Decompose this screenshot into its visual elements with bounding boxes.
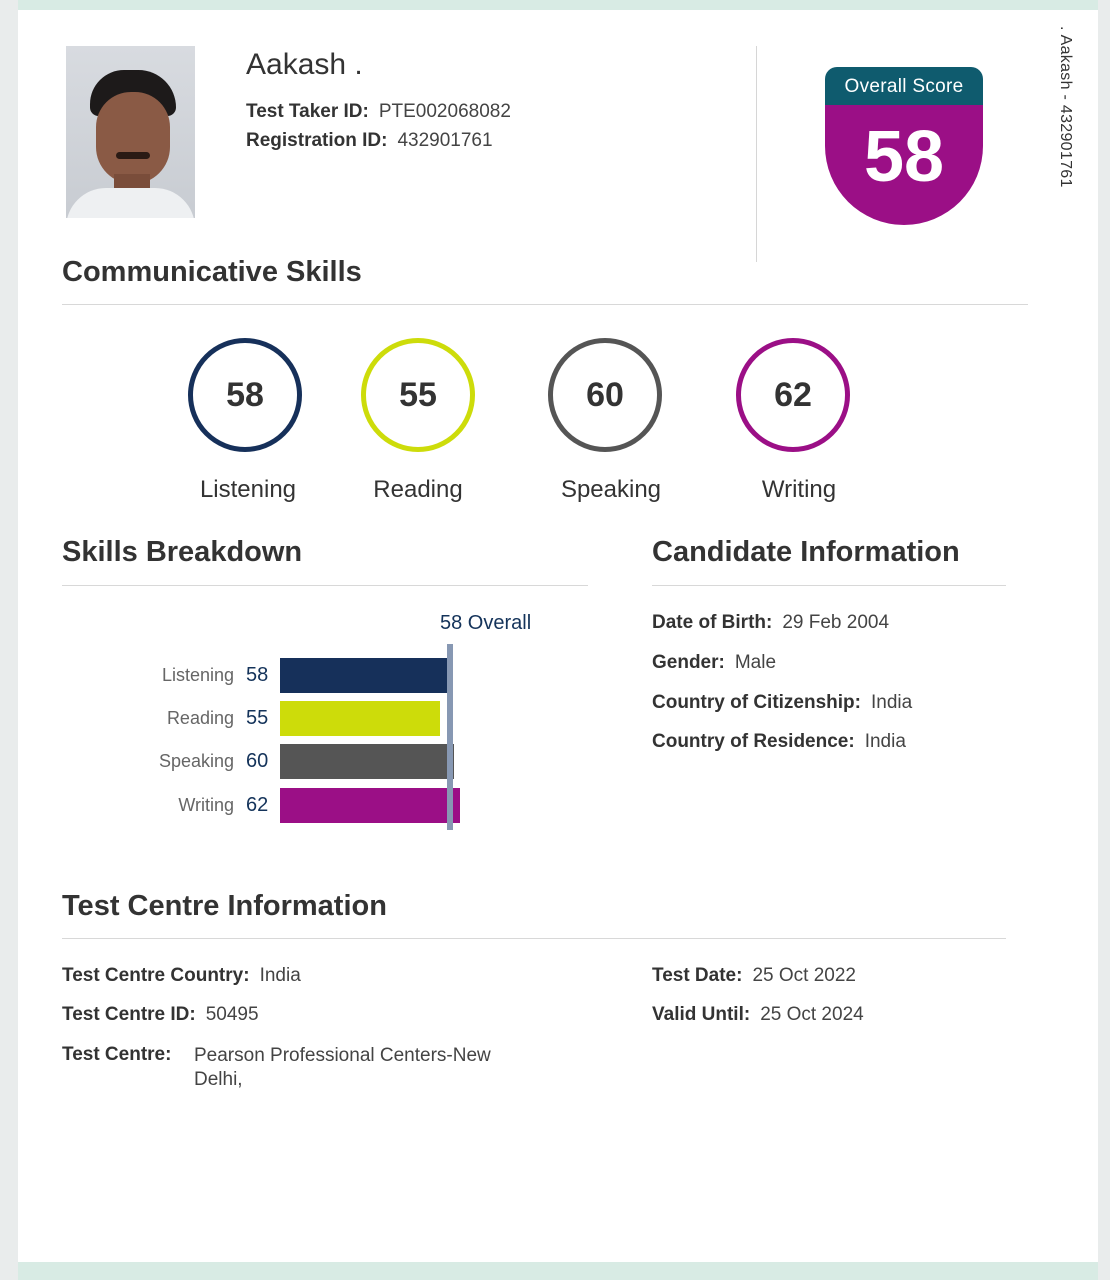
valid-until-row: Valid Until: 25 Oct 2024 xyxy=(652,1004,864,1026)
listening-bar-value: 58 xyxy=(246,664,269,686)
registration-id-value: 432901761 xyxy=(397,130,493,151)
candidate-info-divider xyxy=(652,585,1006,586)
bottom-band xyxy=(18,1262,1098,1280)
skills-breakdown-title: Skills Breakdown xyxy=(62,536,303,568)
overall-reference-line xyxy=(447,644,453,830)
reading-label: Reading xyxy=(373,476,463,503)
candidate-photo xyxy=(66,46,195,218)
test-date-label: Test Date: xyxy=(652,965,743,986)
test-centre-value: Pearson Professional Centers-New Delhi, xyxy=(194,1044,491,1092)
side-identifier: . Aakash - 432901761 xyxy=(1057,26,1074,188)
test-centre-country-label: Test Centre Country: xyxy=(62,965,250,986)
speaking-bar xyxy=(280,744,454,779)
top-band xyxy=(18,0,1098,10)
candidate-name: Aakash . xyxy=(246,48,363,81)
test-centre-label: Test Centre: xyxy=(62,1044,172,1065)
test-date-value: 25 Oct 2022 xyxy=(752,965,856,986)
candidate-info-title: Candidate Information xyxy=(652,536,960,568)
reading-bar-label: Reading xyxy=(166,708,234,728)
communicative-divider xyxy=(62,304,1028,305)
writing-bar xyxy=(280,788,460,823)
overall-score-value: 58 xyxy=(825,105,983,225)
test-centre-id-row: Test Centre ID: 50495 xyxy=(62,1004,259,1026)
test-centre-country-row: Test Centre Country: India xyxy=(62,965,301,987)
listening-bar-label: Listening xyxy=(161,665,234,685)
communicative-skills-title: Communicative Skills xyxy=(62,256,362,288)
speaking-label: Speaking xyxy=(560,476,662,503)
citizenship-label: Country of Citizenship: xyxy=(652,692,861,713)
writing-label: Writing xyxy=(761,476,837,503)
overall-score-badge: Overall Score 58 xyxy=(825,67,983,225)
dob-value: 29 Feb 2004 xyxy=(782,612,890,633)
test-centre-label-cell: Test Centre: xyxy=(62,1044,181,1066)
overall-reference-label: 58 Overall xyxy=(440,612,532,634)
gender-value: Male xyxy=(734,652,777,673)
test-centre-country-value: India xyxy=(259,965,301,986)
dob-row: Date of Birth: 29 Feb 2004 xyxy=(652,612,889,634)
gender-row: Gender: Male xyxy=(652,652,776,674)
residence-row: Country of Residence: India xyxy=(652,731,906,753)
test-centre-divider xyxy=(62,938,1006,939)
writing-score-circle: 62 xyxy=(736,338,850,452)
writing-bar-label: Writing xyxy=(178,795,234,815)
test-taker-id-value: PTE002068082 xyxy=(378,101,511,122)
skills-breakdown-chart: Listening 58 Reading 55 Speaking 60 Writing 62 xyxy=(18,10,618,850)
test-taker-id-label: Test Taker ID: xyxy=(246,101,369,122)
valid-until-value: 25 Oct 2024 xyxy=(760,1004,864,1025)
writing-bar-value: 62 xyxy=(246,794,269,816)
valid-until-label: Valid Until: xyxy=(652,1004,751,1025)
reading-score-circle: 55 xyxy=(361,338,475,452)
listening-label: Listening xyxy=(199,476,297,503)
test-centre-title: Test Centre Information xyxy=(62,890,387,922)
overall-score-label: Overall Score xyxy=(825,67,983,105)
test-centre-line-1: Pearson Professional Centers-New xyxy=(194,1045,491,1066)
reading-bar xyxy=(280,701,440,736)
citizenship-value: India xyxy=(870,692,913,713)
citizenship-row: Country of Citizenship: India xyxy=(652,692,912,714)
residence-value: India xyxy=(864,731,906,752)
listening-score-circle: 58 xyxy=(188,338,302,452)
test-date-row: Test Date: 25 Oct 2022 xyxy=(652,965,856,987)
test-centre-id-label: Test Centre ID: xyxy=(62,1004,196,1025)
speaking-bar-value: 60 xyxy=(246,750,269,772)
test-taker-id-row: Test Taker ID: PTE002068082 xyxy=(246,101,511,123)
test-centre-id-value: 50495 xyxy=(205,1004,259,1025)
speaking-score-circle: 60 xyxy=(548,338,662,452)
residence-label: Country of Residence: xyxy=(652,731,855,752)
registration-id-row: Registration ID: 432901761 xyxy=(246,130,493,152)
gender-label: Gender: xyxy=(652,652,725,673)
breakdown-divider xyxy=(62,585,588,586)
header-divider xyxy=(756,46,757,262)
speaking-bar-label: Speaking xyxy=(158,751,234,771)
reading-bar-value: 55 xyxy=(246,707,269,729)
listening-bar xyxy=(280,658,448,693)
score-report-page: Aakash . Test Taker ID: PTE002068082 Regi… xyxy=(18,10,1098,1262)
dob-label: Date of Birth: xyxy=(652,612,773,633)
test-centre-line-2: Delhi, xyxy=(194,1069,243,1090)
registration-id-label: Registration ID: xyxy=(246,130,388,151)
